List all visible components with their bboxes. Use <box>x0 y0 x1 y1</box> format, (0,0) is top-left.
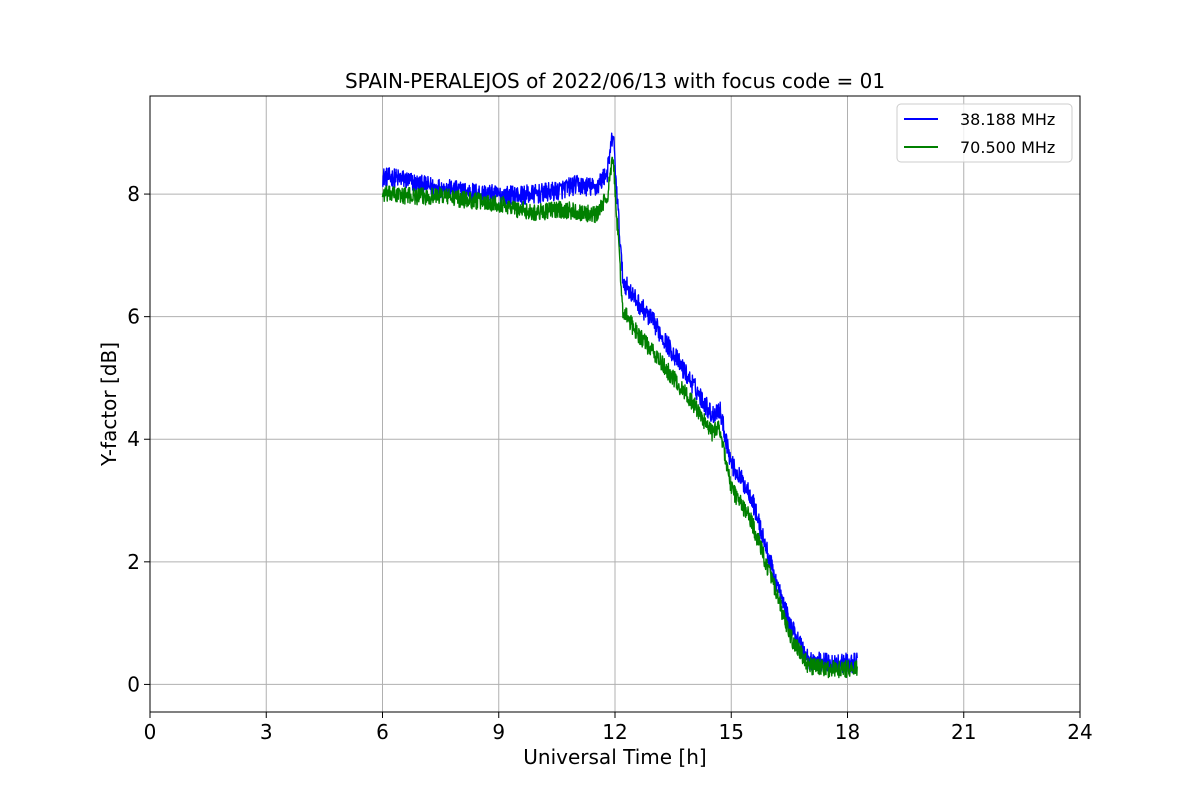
x-axis-label: Universal Time [h] <box>523 745 706 769</box>
plot-series <box>381 132 858 679</box>
chart-title: SPAIN-PERALEJOS of 2022/06/13 with focus… <box>345 69 885 93</box>
legend-label-70-500-mhz: 70.500 MHz <box>960 138 1055 157</box>
y-tick-label: 8 <box>127 182 140 206</box>
x-tick-label: 0 <box>144 720 157 744</box>
legend: 38.188 MHz 70.500 MHz <box>896 103 1073 163</box>
legend-label-38-188-mhz: 38.188 MHz <box>960 110 1055 129</box>
x-tick-label: 15 <box>719 720 744 744</box>
x-tick-label: 21 <box>951 720 976 744</box>
axis-ticks <box>144 193 1081 718</box>
x-tick-label: 12 <box>602 720 627 744</box>
x-tick-label: 9 <box>492 720 505 744</box>
y-tick-labels: 0 2 4 6 8 <box>127 182 140 696</box>
y-tick-label: 0 <box>127 672 140 696</box>
x-tick-label: 18 <box>835 720 860 744</box>
legend-box <box>896 103 1073 163</box>
x-tick-label: 24 <box>1067 720 1092 744</box>
x-tick-label: 6 <box>376 720 389 744</box>
y-axis-label: Y-factor [dB] <box>97 342 121 467</box>
y-tick-label: 4 <box>127 427 140 451</box>
y-tick-label: 2 <box>127 550 140 574</box>
series-line-70-500-mhz <box>381 156 858 679</box>
y-tick-label: 6 <box>127 305 140 329</box>
x-tick-labels: 0 3 6 9 12 15 18 21 24 <box>144 720 1093 744</box>
plot-frame <box>149 95 1081 713</box>
x-tick-label: 3 <box>260 720 273 744</box>
